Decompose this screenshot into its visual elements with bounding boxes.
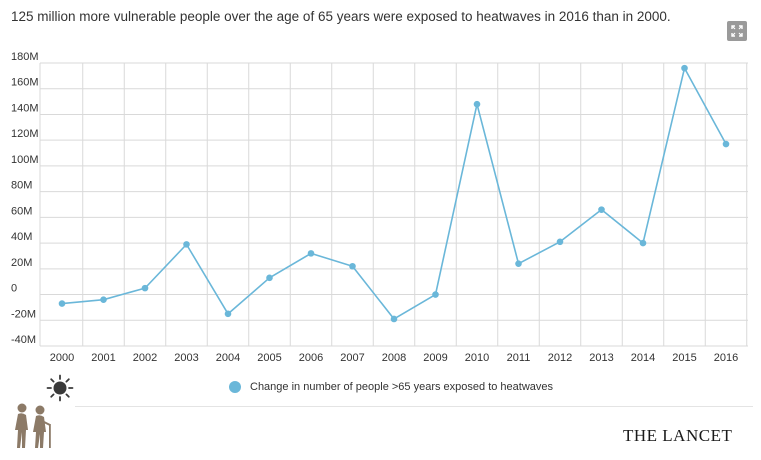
data-point[interactable] (515, 260, 522, 267)
x-tick-label: 2000 (50, 352, 74, 364)
data-point[interactable] (681, 64, 688, 72)
line-chart: 180M 160M 140M 120M 100M 80M 60M 40M 20M 0 -20M -40… (11, 51, 748, 364)
expand-icon (731, 25, 743, 37)
series-line (61, 67, 727, 320)
x-tick-label: 2002 (133, 352, 157, 364)
x-tick-label: 2005 (257, 352, 281, 364)
y-tick-label: 80M (11, 180, 32, 192)
x-tick-label: 2012 (548, 352, 572, 364)
divider (75, 406, 753, 407)
x-tick-label: 2008 (382, 352, 406, 364)
chart-title: 125 million more vulnerable people over … (11, 9, 671, 24)
chart-legend: Change in number of people >65 years exp… (229, 381, 553, 393)
x-tick-label: 2011 (507, 352, 531, 364)
x-tick-label: 2007 (340, 352, 364, 364)
data-point[interactable] (639, 239, 647, 247)
data-point[interactable] (598, 206, 605, 213)
legend-label: Change in number of people >65 years exp… (250, 381, 554, 393)
data-point[interactable] (224, 310, 232, 318)
data-point[interactable] (58, 300, 66, 307)
sun-icon (46, 374, 74, 402)
y-tick-label: 0 (11, 283, 17, 295)
y-tick-label: -40M (11, 334, 36, 346)
elderly-couple-icon (15, 403, 51, 448)
data-point[interactable] (432, 291, 439, 298)
elderly-heat-illustration (10, 372, 74, 457)
data-point[interactable] (556, 238, 564, 246)
y-tick-label: 100M (11, 154, 39, 166)
data-point[interactable] (100, 296, 107, 303)
data-point[interactable] (183, 241, 190, 248)
brand-logo: THE LANCET (623, 426, 733, 445)
expand-button[interactable] (727, 21, 747, 41)
y-tick-label: 180M (11, 51, 39, 63)
data-point[interactable] (473, 100, 481, 108)
x-tick-label: 2013 (589, 352, 613, 364)
y-tick-label: 20M (11, 257, 32, 269)
data-point[interactable] (141, 284, 149, 292)
data-point[interactable] (349, 262, 356, 270)
data-point[interactable] (307, 250, 315, 257)
legend-swatch (229, 381, 241, 393)
data-point[interactable] (390, 315, 398, 323)
y-tick-label: -20M (11, 308, 36, 320)
x-tick-label: 2004 (216, 352, 240, 364)
y-tick-label: 140M (11, 102, 39, 114)
x-tick-label: 2010 (465, 352, 489, 364)
x-tick-label: 2009 (423, 352, 447, 364)
x-tick-label: 2003 (174, 352, 198, 364)
x-tick-label: 2001 (91, 352, 115, 364)
x-tick-label: 2006 (299, 352, 323, 364)
y-tick-label: 160M (11, 77, 39, 89)
y-tick-label: 40M (11, 231, 32, 243)
y-tick-label: 60M (11, 205, 32, 217)
data-point[interactable] (266, 274, 273, 282)
data-point[interactable] (722, 140, 730, 148)
y-tick-label: 120M (11, 128, 39, 140)
x-tick-label: 2016 (714, 352, 738, 364)
x-tick-label: 2014 (631, 352, 655, 364)
x-tick-label: 2015 (672, 352, 696, 364)
